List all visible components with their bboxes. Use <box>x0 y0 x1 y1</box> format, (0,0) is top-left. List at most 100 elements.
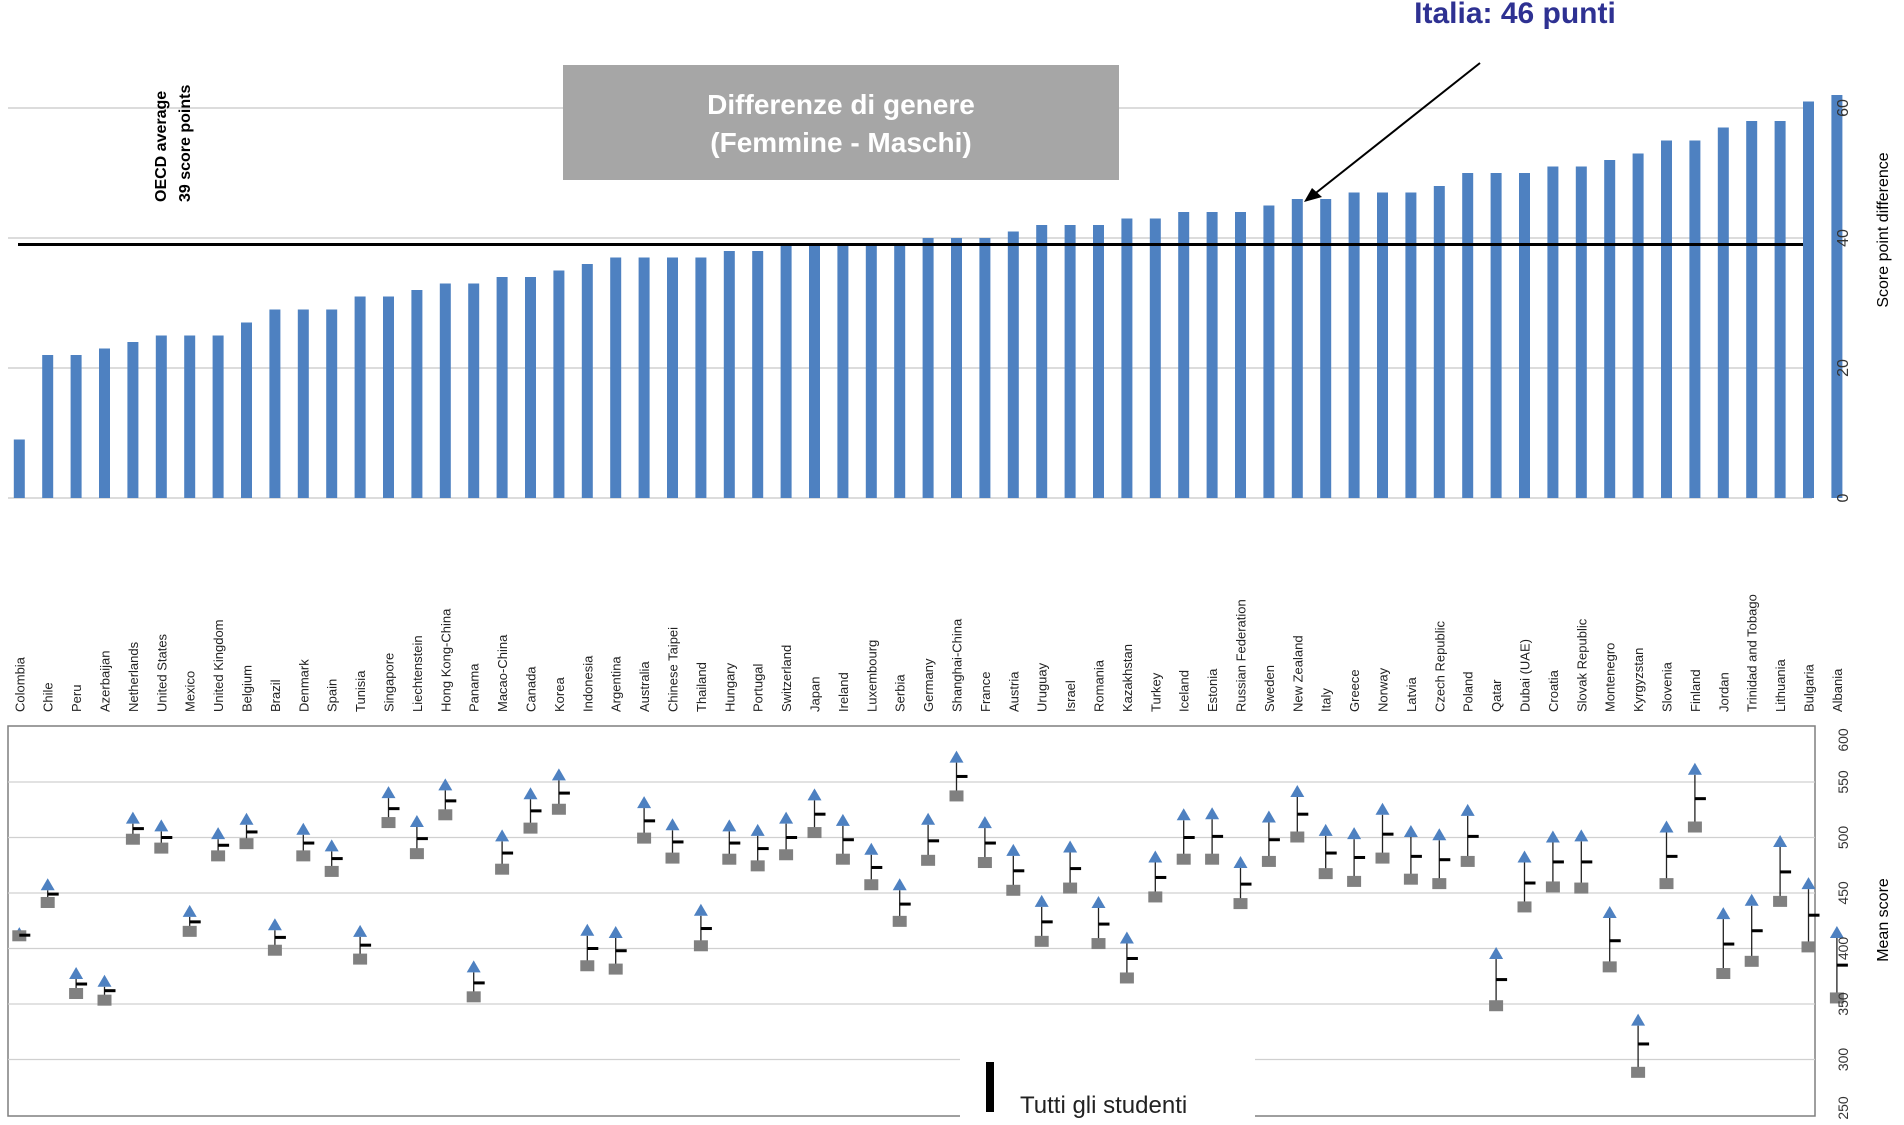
triangle-marker <box>864 842 879 855</box>
bar-chart-y-axis-label: Score point difference <box>1875 152 1892 307</box>
mean-dash-marker <box>786 836 798 839</box>
bar <box>1462 173 1474 498</box>
mean-dash-marker <box>416 837 428 841</box>
mean-dash-marker <box>615 949 627 953</box>
mean-dash-marker <box>1496 978 1508 982</box>
country-label: Kyrgyzstan <box>1631 648 1646 712</box>
square-marker <box>835 853 850 865</box>
italy-annotation-arrowhead <box>1304 188 1322 202</box>
country-label: Greece <box>1347 669 1362 712</box>
square-marker <box>239 838 254 850</box>
triangle-marker <box>892 878 907 891</box>
mean-dash-marker <box>644 819 656 823</box>
mean-dash-marker <box>331 857 343 861</box>
triangle-marker <box>438 778 453 791</box>
square-marker <box>949 790 964 802</box>
square-marker <box>1631 1066 1646 1078</box>
triangle-marker <box>835 813 850 826</box>
country-label: Dubai (UAE) <box>1518 639 1533 712</box>
triangle-marker <box>324 839 339 852</box>
bar <box>1348 192 1360 498</box>
scatter-y-tick-label: 400 <box>1835 937 1851 961</box>
country-label: Hungary <box>722 662 737 712</box>
oecd-average-label-line1: OECD average <box>153 91 170 202</box>
scatter-chart-marks <box>12 750 1848 1078</box>
square-marker <box>1034 935 1049 947</box>
bar-chart-bars <box>13 95 1843 498</box>
triangle-marker <box>921 812 936 825</box>
bar-y-tick-label: 20 <box>1835 359 1852 377</box>
bar <box>1632 153 1644 498</box>
country-label: Brazil <box>268 679 283 712</box>
bar-chart-y-ticks: 0 20 40 60 <box>1835 99 1852 502</box>
triangle-marker <box>807 788 822 801</box>
square-marker <box>1517 901 1532 913</box>
country-label: Qatar <box>1489 679 1504 712</box>
triangle-marker <box>381 786 396 799</box>
triangle-marker <box>1176 808 1191 821</box>
title-box <box>563 65 1119 180</box>
mean-dash-marker <box>1581 860 1593 864</box>
bar <box>411 290 423 498</box>
country-label: Finland <box>1688 669 1703 712</box>
square-marker <box>1460 855 1475 867</box>
square-marker <box>438 809 453 821</box>
bar <box>780 244 792 498</box>
bar <box>439 283 451 498</box>
bar <box>269 309 281 498</box>
country-label: Tunisia <box>353 670 368 712</box>
country-label: Slovenia <box>1660 661 1675 712</box>
mean-dash-marker <box>672 840 684 844</box>
square-marker <box>1545 881 1560 893</box>
mean-dash-marker <box>218 843 230 847</box>
bar <box>1121 218 1133 498</box>
country-labels: Colombia Chile Peru Azerbaijan Netherlands Un… <box>12 594 1845 712</box>
triangle-marker <box>1517 850 1532 863</box>
country-label: Montenegro <box>1603 643 1618 712</box>
country-label: Mexico <box>183 671 198 712</box>
square-marker <box>1716 968 1731 980</box>
bar <box>496 277 508 498</box>
square-marker <box>1290 831 1305 843</box>
triangle-marker <box>1574 829 1589 842</box>
bar <box>13 439 25 498</box>
bar <box>1377 192 1388 498</box>
mean-dash-marker <box>1439 858 1451 862</box>
country-label: Netherlands <box>126 641 141 712</box>
country-label: Jordan <box>1716 672 1731 712</box>
mean-dash-marker <box>1297 812 1309 816</box>
mean-dash-marker <box>530 809 542 813</box>
country-label: Poland <box>1461 672 1476 712</box>
scatter-y-tick-label: 450 <box>1835 881 1851 905</box>
bar <box>894 244 906 498</box>
bar <box>1490 173 1502 498</box>
scatter-plot-frame <box>7 725 1816 1117</box>
mean-dash-marker <box>189 920 201 924</box>
triangle-marker <box>267 918 282 931</box>
mean-dash-marker <box>1126 956 1138 960</box>
bar <box>1604 160 1616 498</box>
mean-dash-marker <box>1325 851 1337 855</box>
triangle-marker <box>1829 925 1844 938</box>
square-marker <box>1063 882 1078 894</box>
square-marker <box>97 994 112 1006</box>
bar <box>1519 173 1530 498</box>
country-label: France <box>978 672 993 712</box>
mean-dash-marker <box>47 892 59 896</box>
square-marker <box>1403 873 1418 885</box>
bar <box>1831 95 1843 498</box>
triangle-marker <box>1347 827 1362 840</box>
country-label: Spain <box>325 679 340 712</box>
triangle-marker <box>551 768 566 781</box>
square-marker <box>693 940 708 952</box>
country-label: Iceland <box>1177 670 1192 712</box>
square-marker <box>551 803 566 815</box>
triangle-marker <box>1034 894 1049 907</box>
country-label: Israel <box>1063 680 1078 712</box>
mean-dash-marker <box>757 847 769 851</box>
square-marker <box>779 849 794 861</box>
square-marker <box>409 848 424 860</box>
square-marker <box>608 963 623 975</box>
bar <box>610 257 622 498</box>
bar <box>525 277 536 498</box>
